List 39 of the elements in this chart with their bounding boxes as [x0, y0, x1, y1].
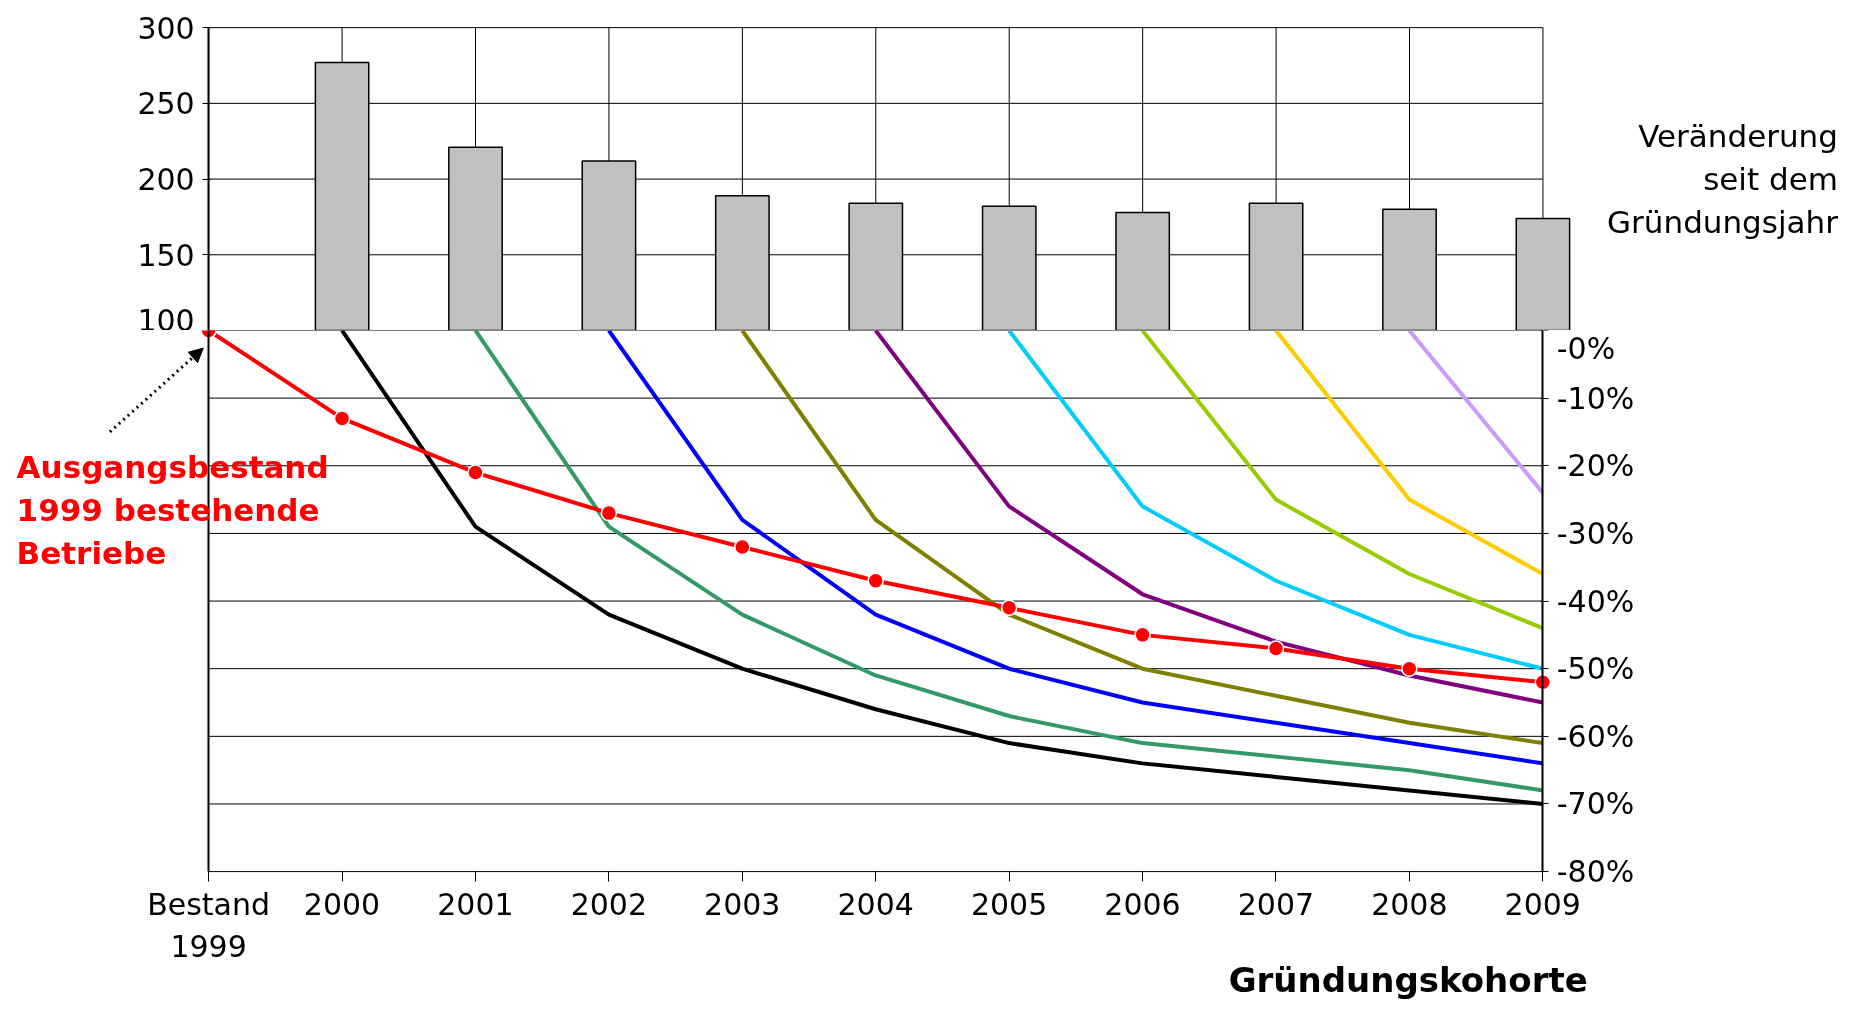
x-tick-label: 2001: [437, 886, 514, 922]
y-tick-label: -60%: [1556, 718, 1635, 754]
x-tick-label: 2005: [970, 886, 1048, 922]
x-tick-label: Bestand 1999: [147, 886, 271, 964]
point: [867, 572, 884, 589]
point: [1267, 640, 1285, 657]
y-tick-label: -20%: [1556, 448, 1635, 484]
point: [1000, 599, 1018, 617]
y-tick-label: -30%: [1556, 515, 1635, 551]
y-tick-label: -70%: [1556, 786, 1635, 822]
point: [1134, 626, 1151, 644]
y-tick-label: 300: [137, 10, 195, 46]
line-series: [1140, 330, 1545, 631]
x-tick-label: 2003: [704, 886, 781, 922]
point: [467, 464, 484, 481]
x-tick-label: 2006: [1104, 886, 1181, 922]
line-series: [1007, 330, 1545, 671]
y-tick-label: -50%: [1556, 651, 1635, 687]
y-tick-label: 150: [137, 237, 195, 273]
point: [734, 538, 751, 556]
line-series: [873, 330, 1545, 705]
x-tick-label: 2002: [570, 886, 648, 922]
y-axis-title: Veränderung seit dem Gründungsjahr: [1607, 117, 1839, 241]
y-tick-label: -10%: [1556, 380, 1635, 416]
y-tick-label: -0%: [1556, 330, 1616, 366]
x-tick-label: 2007: [1237, 886, 1315, 922]
y-tick-label: 200: [137, 162, 195, 198]
point: [333, 410, 351, 427]
y-tick-label: 100: [137, 302, 195, 338]
point: [600, 504, 618, 522]
y-tick-label: 250: [137, 86, 195, 122]
line-series: [606, 330, 1545, 766]
x-tick-label: 2000: [303, 886, 381, 922]
point: [1401, 660, 1418, 677]
x-tick-label: 2004: [837, 886, 914, 922]
x-axis-title: Gründungskohorte: [1228, 959, 1588, 1000]
x-tick-label: 2008: [1371, 886, 1448, 922]
line-series: [740, 330, 1545, 746]
y-tick-label: -40%: [1556, 583, 1635, 619]
